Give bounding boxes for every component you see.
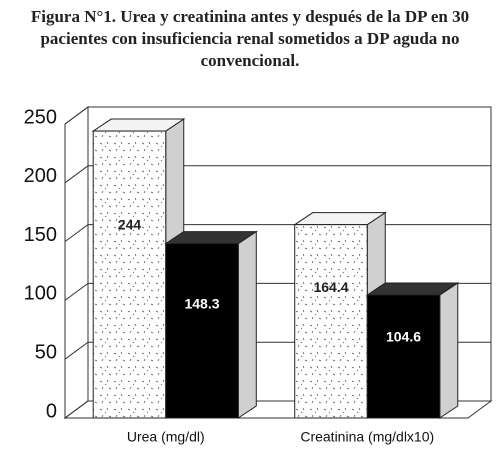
- y-tick-label: 100: [24, 283, 57, 305]
- y-tick-label: 250: [24, 106, 57, 128]
- data-label: 164.4: [313, 279, 348, 295]
- bar: [165, 243, 239, 419]
- bar-side: [237, 230, 257, 419]
- side-wall: [64, 106, 89, 419]
- bar-texture: [93, 131, 166, 418]
- x-tick-label: Creatinina (mg/dlx10): [300, 429, 434, 445]
- bar: [366, 294, 441, 419]
- data-label: 104.6: [386, 329, 421, 345]
- y-tick-label: 200: [24, 165, 57, 187]
- y-tick-label: 0: [46, 400, 57, 422]
- x-tick-label: Urea (mg/dl): [127, 429, 205, 445]
- data-label: 148.3: [184, 295, 219, 311]
- chart-title: Figura N°1. Urea y creatinina antes y de…: [30, 7, 470, 70]
- y-tick-label: 50: [35, 341, 57, 363]
- grid-line: [64, 165, 491, 184]
- data-label: 244: [118, 216, 142, 232]
- y-tick-label: 150: [24, 224, 57, 246]
- grid-line: [64, 106, 491, 125]
- bar-side: [439, 282, 459, 419]
- bar-texture: [294, 224, 368, 418]
